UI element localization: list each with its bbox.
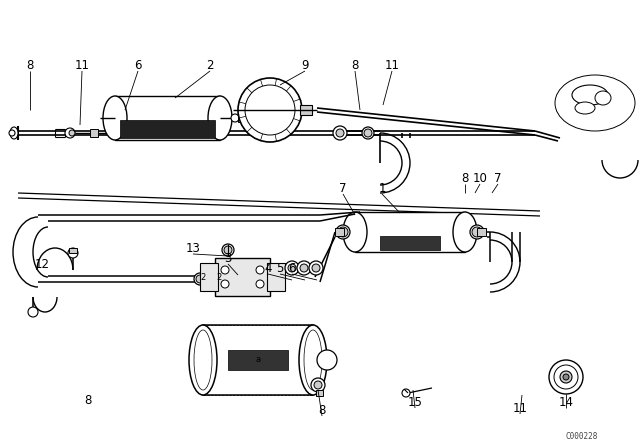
Circle shape bbox=[560, 371, 572, 383]
Text: 2: 2 bbox=[206, 59, 214, 72]
Circle shape bbox=[336, 225, 350, 239]
Text: 7: 7 bbox=[494, 172, 502, 185]
Bar bbox=[69, 248, 77, 253]
Text: 14: 14 bbox=[559, 396, 573, 409]
Circle shape bbox=[221, 266, 229, 274]
Text: 8: 8 bbox=[26, 59, 34, 72]
Circle shape bbox=[314, 381, 322, 389]
Ellipse shape bbox=[453, 212, 477, 252]
Circle shape bbox=[256, 266, 264, 274]
Ellipse shape bbox=[572, 85, 608, 105]
Circle shape bbox=[288, 264, 296, 272]
Text: 2: 2 bbox=[216, 272, 221, 281]
Circle shape bbox=[224, 246, 232, 254]
Text: 8: 8 bbox=[318, 404, 326, 417]
Text: 8: 8 bbox=[351, 59, 358, 72]
Text: 6: 6 bbox=[134, 59, 141, 72]
Circle shape bbox=[317, 350, 337, 370]
Bar bbox=[238, 114, 246, 122]
Bar bbox=[200, 263, 218, 291]
Bar bbox=[335, 228, 344, 236]
Circle shape bbox=[333, 126, 347, 140]
Bar bbox=[228, 350, 288, 370]
Text: 1: 1 bbox=[378, 181, 386, 194]
Circle shape bbox=[68, 248, 78, 258]
Text: 15: 15 bbox=[408, 396, 422, 409]
Circle shape bbox=[221, 280, 229, 288]
Circle shape bbox=[245, 85, 295, 135]
Bar bbox=[316, 390, 323, 396]
Circle shape bbox=[238, 78, 302, 142]
Circle shape bbox=[69, 130, 75, 136]
Circle shape bbox=[563, 374, 569, 380]
Circle shape bbox=[470, 225, 484, 239]
Circle shape bbox=[364, 129, 372, 137]
Text: 9: 9 bbox=[301, 59, 308, 72]
Ellipse shape bbox=[343, 212, 367, 252]
Circle shape bbox=[309, 261, 323, 275]
Circle shape bbox=[222, 244, 234, 256]
Circle shape bbox=[9, 130, 15, 136]
Text: 7: 7 bbox=[339, 181, 347, 194]
Text: 13: 13 bbox=[186, 241, 200, 254]
Circle shape bbox=[338, 227, 348, 237]
Text: 2: 2 bbox=[200, 273, 205, 283]
Ellipse shape bbox=[189, 325, 217, 395]
Circle shape bbox=[256, 280, 264, 288]
Circle shape bbox=[297, 261, 311, 275]
Circle shape bbox=[65, 128, 75, 138]
Text: 8: 8 bbox=[84, 393, 92, 406]
Bar bbox=[267, 263, 285, 291]
Bar bbox=[90, 129, 98, 137]
Circle shape bbox=[549, 360, 583, 394]
Circle shape bbox=[311, 378, 325, 392]
Circle shape bbox=[28, 307, 38, 317]
Text: 12: 12 bbox=[35, 258, 49, 271]
Text: 10: 10 bbox=[472, 172, 488, 185]
Bar bbox=[115, 96, 220, 140]
Ellipse shape bbox=[103, 96, 127, 140]
Ellipse shape bbox=[299, 325, 327, 395]
Bar bbox=[300, 105, 312, 115]
Circle shape bbox=[472, 227, 482, 237]
Circle shape bbox=[362, 127, 374, 139]
Circle shape bbox=[300, 264, 308, 272]
Ellipse shape bbox=[555, 75, 635, 131]
Text: 5: 5 bbox=[276, 262, 284, 275]
Circle shape bbox=[402, 389, 410, 397]
Text: a: a bbox=[255, 356, 260, 365]
Circle shape bbox=[336, 129, 344, 137]
Ellipse shape bbox=[595, 91, 611, 105]
Text: 6: 6 bbox=[288, 262, 296, 275]
Ellipse shape bbox=[10, 127, 18, 139]
Bar bbox=[355, 212, 465, 252]
Circle shape bbox=[196, 275, 204, 283]
Circle shape bbox=[285, 261, 299, 275]
Bar bbox=[203, 325, 313, 395]
Text: 3: 3 bbox=[224, 251, 232, 264]
Text: 4: 4 bbox=[264, 262, 272, 275]
Circle shape bbox=[231, 114, 239, 122]
Bar bbox=[120, 120, 215, 138]
Bar bbox=[477, 228, 486, 236]
Ellipse shape bbox=[208, 96, 232, 140]
Circle shape bbox=[194, 273, 206, 285]
Bar bbox=[380, 236, 440, 250]
Text: C000228: C000228 bbox=[566, 431, 598, 440]
Bar bbox=[215, 258, 270, 296]
Text: 11: 11 bbox=[74, 59, 90, 72]
Circle shape bbox=[312, 264, 320, 272]
Text: 8: 8 bbox=[461, 172, 468, 185]
Text: 11: 11 bbox=[385, 59, 399, 72]
Ellipse shape bbox=[575, 102, 595, 114]
Text: 11: 11 bbox=[513, 401, 527, 414]
